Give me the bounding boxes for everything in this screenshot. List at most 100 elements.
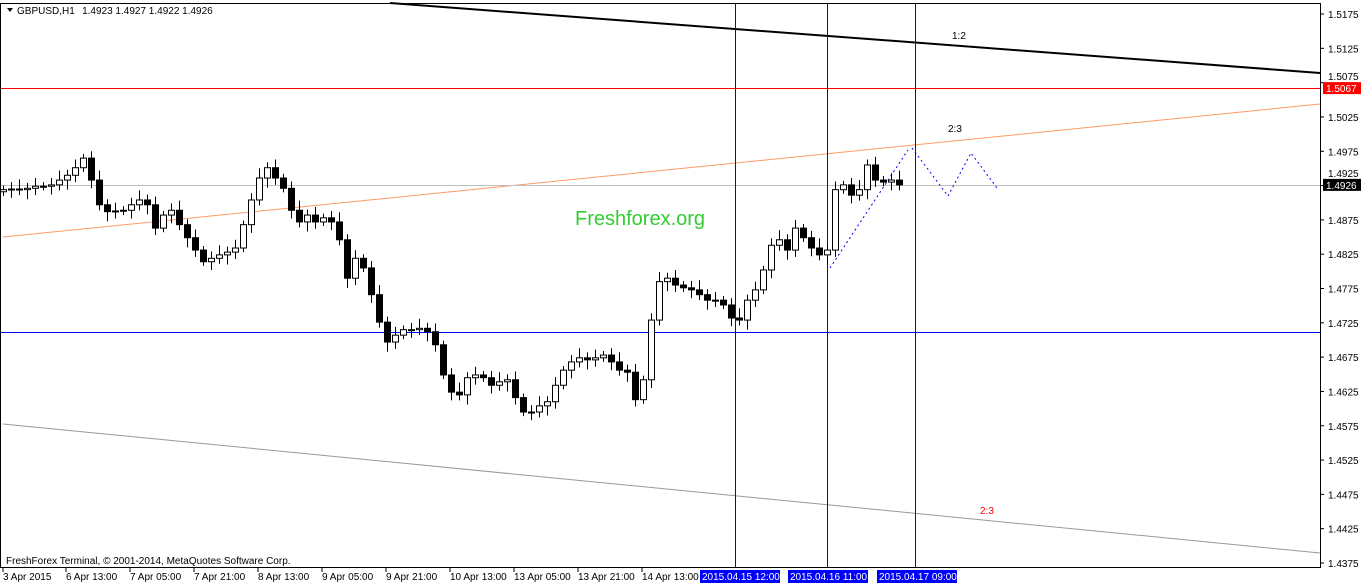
- candle-body: [424, 327, 431, 333]
- candle-body: [32, 185, 39, 189]
- candle-body: [280, 177, 287, 189]
- candle-body: [72, 167, 79, 176]
- candle: [752, 281, 759, 308]
- price-axis: 1.5175 1.5125 1.5075 1.5025 1.4975 1.4925 1.48…: [1320, 10, 1359, 570]
- candle-body: [472, 374, 479, 379]
- price-tick-label: 1.5025: [1328, 113, 1359, 124]
- candle-body: [48, 184, 55, 187]
- candle: [368, 261, 375, 303]
- candle-body: [336, 221, 343, 241]
- candle: [432, 323, 439, 352]
- collapse-triangle-icon[interactable]: [7, 8, 13, 12]
- candle: [632, 363, 639, 407]
- candle-body: [896, 179, 903, 186]
- candle-body: [320, 217, 327, 223]
- price-tick-label: 1.4475: [1328, 490, 1359, 501]
- candle: [184, 219, 191, 248]
- symbol-label: GBPUSD,H1: [17, 6, 75, 17]
- candle: [672, 269, 679, 292]
- candle-body: [8, 188, 15, 191]
- candle: [848, 178, 855, 204]
- candle: [856, 180, 863, 201]
- candle-body: [432, 331, 439, 346]
- candle-body: [168, 209, 175, 216]
- candle: [648, 313, 655, 389]
- trendline-gray: [2, 423, 1321, 554]
- candle-body: [888, 179, 895, 183]
- candle-body: [688, 287, 695, 291]
- trendline-salmon: [2, 103, 1321, 238]
- candle: [504, 374, 511, 392]
- candle: [616, 352, 623, 376]
- price-tick-label: 1.4825: [1328, 250, 1359, 261]
- candle: [120, 206, 127, 216]
- candle: [728, 298, 735, 327]
- candle-body: [544, 401, 551, 407]
- time-tick-label: 10 Apr 13:00: [450, 572, 507, 583]
- candle-body: [40, 185, 47, 188]
- candle-body: [64, 174, 71, 181]
- candle: [696, 280, 703, 301]
- time-highlight: [877, 570, 957, 583]
- price-tick-label: 1.4925: [1328, 169, 1359, 180]
- candle-body: [256, 177, 263, 201]
- candle: [576, 348, 583, 368]
- price-tick-label: 1.4725: [1328, 319, 1359, 330]
- candle-body: [184, 224, 191, 239]
- candle: [336, 212, 343, 246]
- candle-body: [112, 210, 119, 213]
- candle: [448, 368, 455, 401]
- candle-body: [680, 284, 687, 289]
- price-tick-label: 1.4775: [1328, 285, 1359, 296]
- candle: [688, 280, 695, 299]
- candle-body: [440, 344, 447, 376]
- candle: [600, 350, 607, 362]
- candle: [328, 210, 335, 231]
- candle: [472, 366, 479, 385]
- candle-body: [744, 299, 751, 321]
- candle: [840, 180, 847, 194]
- candle-body: [392, 334, 399, 343]
- candle: [792, 219, 799, 257]
- candle: [608, 348, 615, 371]
- candle-body: [416, 327, 423, 331]
- candle: [560, 366, 567, 390]
- candle-body: [56, 179, 63, 186]
- candle-body: [864, 164, 871, 191]
- candle: [768, 238, 775, 279]
- time-tick-label: 3 Apr 2015: [3, 572, 52, 583]
- candle-body: [664, 277, 671, 283]
- candle-body: [616, 361, 623, 371]
- candle: [264, 162, 271, 188]
- candle: [816, 238, 823, 261]
- projection-dotted-zigzag: [911, 147, 998, 197]
- candle: [360, 254, 367, 273]
- candle: [744, 294, 751, 330]
- candle: [592, 349, 599, 367]
- candle-body: [376, 294, 383, 323]
- projection-dotted-up: [829, 149, 909, 269]
- candle: [352, 250, 359, 286]
- fibo-label-1-2: 1:2: [952, 31, 966, 42]
- candle-body: [840, 184, 847, 191]
- time-tick-label: 6 Apr 13:00: [66, 572, 118, 583]
- candle: [392, 326, 399, 349]
- time-tick-label: 9 Apr 21:00: [386, 572, 438, 583]
- candle-body: [696, 289, 703, 296]
- candle: [456, 382, 463, 401]
- candle: [512, 371, 519, 405]
- price-tag-label: 1.4926: [1326, 181, 1357, 192]
- price-tick-label: 1.5075: [1328, 72, 1359, 83]
- price-tick-label: 1.4525: [1328, 456, 1359, 467]
- candle-body: [288, 187, 295, 211]
- candle: [96, 170, 103, 211]
- candle: [424, 322, 431, 342]
- candle-body: [536, 405, 543, 413]
- candle: [680, 280, 687, 292]
- time-highlight-label: 2015.04.16 11:00: [790, 572, 868, 583]
- candle-body: [160, 214, 167, 229]
- candle: [624, 364, 631, 382]
- candle-body: [736, 317, 743, 321]
